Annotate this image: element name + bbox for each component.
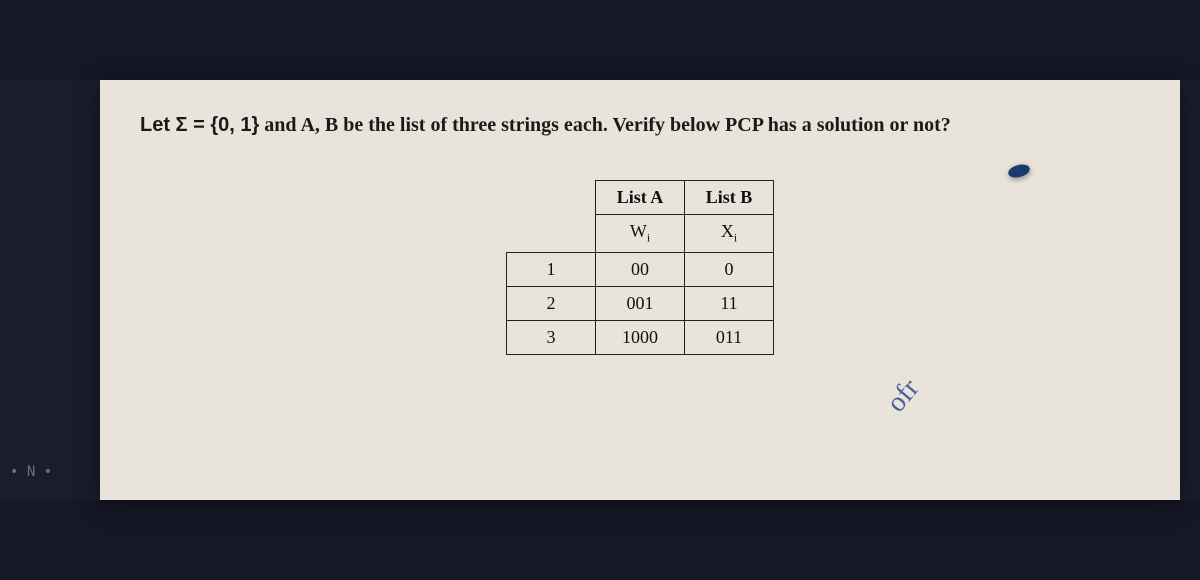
question-set: {0, 1} [210, 114, 259, 136]
row-b: 011 [685, 320, 774, 354]
row-index: 2 [507, 286, 596, 320]
row-b: 11 [685, 286, 774, 320]
table-container: List A List B Wi Xi 1 00 0 2 001 11 3 10… [140, 180, 1140, 355]
edge-label: • N • [10, 464, 52, 480]
handwritten-signature: ofr [881, 373, 927, 419]
header-blank [507, 181, 596, 215]
row-a: 1000 [596, 320, 685, 354]
pen-mark [1007, 162, 1031, 179]
row-index: 3 [507, 320, 596, 354]
header-list-b: List B [685, 181, 774, 215]
table-subheader-row: Wi Xi [507, 215, 774, 253]
table-row: 1 00 0 [507, 252, 774, 286]
header-list-a: List A [596, 181, 685, 215]
table-header-row: List A List B [507, 181, 774, 215]
table-row: 3 1000 011 [507, 320, 774, 354]
row-index: 1 [507, 252, 596, 286]
row-a: 001 [596, 286, 685, 320]
subheader-blank [507, 215, 596, 253]
table-row: 2 001 11 [507, 286, 774, 320]
paper-sheet: Let Σ = {0, 1} and A, B be the list of t… [100, 80, 1180, 500]
sub-a-i: i [647, 231, 650, 245]
sub-b-sym: X [721, 221, 734, 241]
sub-b-i: i [734, 231, 737, 245]
sub-a-sym: W [630, 221, 647, 241]
row-a: 00 [596, 252, 685, 286]
background-bottom [0, 500, 1200, 580]
subheader-xi: Xi [685, 215, 774, 253]
question-prefix: Let Σ = [140, 114, 210, 136]
background-top [0, 0, 1200, 80]
question-rest: and A, B be the list of three strings ea… [259, 114, 951, 136]
subheader-wi: Wi [596, 215, 685, 253]
pcp-table: List A List B Wi Xi 1 00 0 2 001 11 3 10… [506, 180, 774, 355]
question-text: Let Σ = {0, 1} and A, B be the list of t… [140, 110, 1140, 140]
row-b: 0 [685, 252, 774, 286]
